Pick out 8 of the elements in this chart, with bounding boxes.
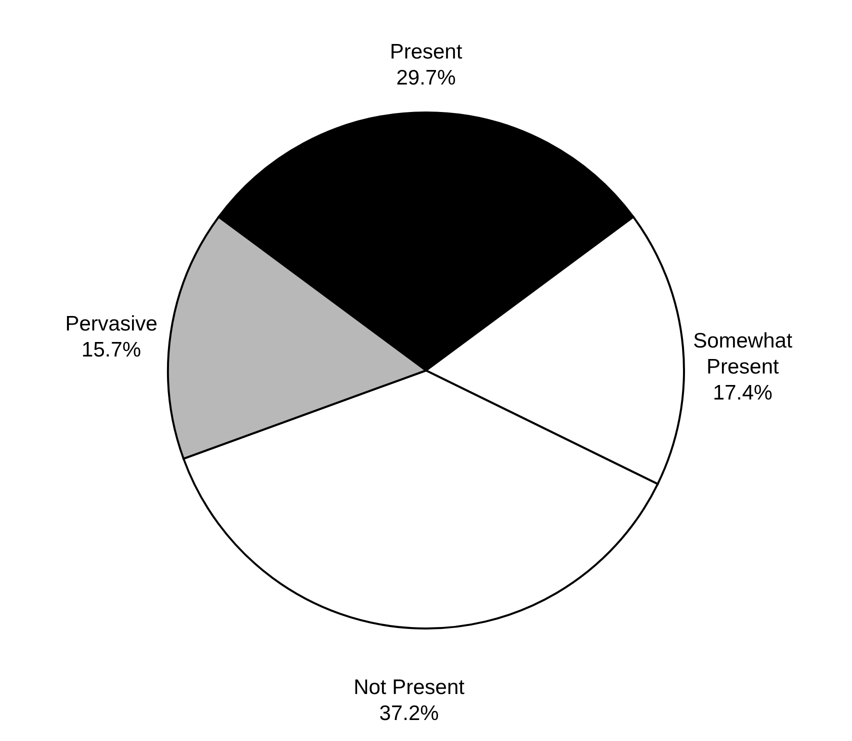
slice-label: Somewhat Present xyxy=(693,330,792,379)
data-label: 17.4% xyxy=(712,382,772,405)
data-label: 37.2% xyxy=(379,702,439,726)
data-label: 15.7% xyxy=(82,338,142,362)
slice-label: Pervasive xyxy=(65,312,158,336)
slice-label: Not Present xyxy=(354,676,465,700)
slice-label: Present xyxy=(390,40,462,64)
data-label: 29.7% xyxy=(396,66,456,90)
